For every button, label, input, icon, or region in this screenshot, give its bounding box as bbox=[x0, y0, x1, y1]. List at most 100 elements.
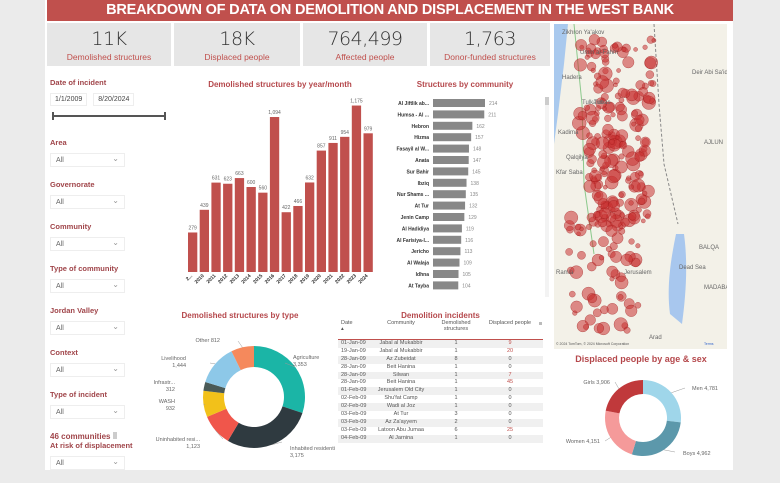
map-bubble[interactable] bbox=[618, 294, 623, 299]
map-bubble[interactable] bbox=[606, 246, 612, 252]
bar[interactable] bbox=[235, 178, 244, 272]
map-bubble[interactable] bbox=[575, 224, 581, 230]
map-bubble[interactable] bbox=[635, 152, 645, 162]
bar[interactable] bbox=[433, 247, 460, 255]
date-range-slider[interactable] bbox=[50, 112, 168, 120]
kpi-displaced-people[interactable]: 18K Displaced people bbox=[174, 23, 300, 66]
filter-dropdown[interactable]: All⌄ bbox=[50, 363, 125, 377]
map-bubble[interactable] bbox=[622, 47, 627, 52]
bar[interactable] bbox=[433, 236, 461, 244]
donut-slice[interactable] bbox=[643, 380, 681, 422]
map-bubble[interactable] bbox=[594, 323, 604, 333]
map-bubble[interactable] bbox=[621, 218, 630, 227]
map-bubble[interactable] bbox=[629, 201, 634, 206]
kpi-affected-people[interactable]: 764,499 Affected people bbox=[303, 23, 427, 66]
map-bubble[interactable] bbox=[623, 57, 634, 68]
map-bubble[interactable] bbox=[621, 254, 633, 266]
map-bubble[interactable] bbox=[635, 136, 640, 141]
bar[interactable] bbox=[433, 145, 469, 153]
bar[interactable] bbox=[433, 179, 467, 187]
donut-slice[interactable] bbox=[632, 421, 681, 456]
map-bubble[interactable] bbox=[646, 71, 654, 79]
bar[interactable] bbox=[352, 106, 361, 272]
bar[interactable] bbox=[340, 137, 349, 272]
map-bubble[interactable] bbox=[619, 228, 625, 234]
map-bubble[interactable] bbox=[571, 301, 583, 313]
scrollbar-thumb[interactable] bbox=[545, 97, 549, 105]
map-bubble[interactable] bbox=[613, 78, 619, 84]
kpi-donor-funded[interactable]: 1,763 Donor-funded structures bbox=[430, 23, 550, 66]
map-bubble[interactable] bbox=[629, 213, 636, 220]
map-bubble[interactable] bbox=[641, 219, 645, 223]
col-demolished[interactable]: Demolished structures bbox=[432, 320, 480, 337]
community-scrollbar[interactable] bbox=[545, 97, 549, 297]
map-bubble[interactable] bbox=[603, 185, 607, 189]
map-bubble[interactable] bbox=[617, 111, 627, 121]
map-bubble[interactable] bbox=[591, 68, 596, 73]
map-bubble[interactable] bbox=[629, 185, 634, 190]
map-bubble[interactable] bbox=[642, 191, 647, 196]
map-bubble[interactable] bbox=[618, 88, 627, 97]
map-bubble[interactable] bbox=[564, 211, 577, 224]
bar[interactable] bbox=[433, 99, 485, 107]
bar[interactable] bbox=[317, 151, 326, 272]
map-bubble[interactable] bbox=[594, 191, 607, 204]
map-bubble[interactable] bbox=[643, 92, 655, 104]
bar[interactable] bbox=[188, 232, 197, 272]
bar[interactable] bbox=[433, 110, 484, 118]
map-bubble[interactable] bbox=[577, 320, 589, 332]
map-bubble[interactable] bbox=[594, 73, 601, 80]
col-community[interactable]: Community bbox=[370, 320, 432, 337]
map-bubble[interactable] bbox=[577, 251, 585, 259]
risk-dropdown[interactable]: All⌄ bbox=[50, 456, 125, 470]
donut-slice[interactable] bbox=[606, 380, 643, 413]
map-bubble[interactable] bbox=[586, 111, 599, 124]
map-bubble[interactable] bbox=[569, 291, 575, 297]
map-bubble[interactable] bbox=[586, 224, 592, 230]
map-bubble[interactable] bbox=[578, 111, 587, 120]
map-bubble[interactable] bbox=[606, 225, 618, 237]
slider-handle-end[interactable] bbox=[164, 112, 166, 120]
bar[interactable] bbox=[433, 281, 458, 289]
bar[interactable] bbox=[223, 184, 232, 272]
map-bubble[interactable] bbox=[584, 180, 596, 192]
bar[interactable] bbox=[211, 183, 220, 272]
map-bubble[interactable] bbox=[625, 178, 631, 184]
map-bubble[interactable] bbox=[599, 208, 610, 219]
map-bubble[interactable] bbox=[616, 68, 620, 72]
filter-dropdown[interactable]: All⌄ bbox=[50, 195, 125, 209]
bar[interactable] bbox=[433, 156, 469, 164]
filter-dropdown[interactable]: All⌄ bbox=[50, 237, 125, 251]
map-bubble[interactable] bbox=[645, 214, 650, 219]
map-bubble[interactable] bbox=[625, 305, 637, 317]
map-bubble[interactable] bbox=[599, 255, 604, 260]
map-bubble[interactable] bbox=[629, 239, 635, 245]
map-terms-link[interactable]: Terms bbox=[704, 342, 714, 346]
map-bubble[interactable] bbox=[652, 38, 656, 42]
col-displaced[interactable]: Displaced people bbox=[480, 320, 540, 337]
map-bubble[interactable] bbox=[607, 266, 618, 277]
map-bubble[interactable] bbox=[593, 309, 601, 317]
map-bubble[interactable] bbox=[598, 218, 607, 227]
map-bubble[interactable] bbox=[640, 137, 650, 147]
map-bubble[interactable] bbox=[634, 47, 638, 51]
map-bubble[interactable] bbox=[619, 192, 624, 197]
map-bubble[interactable] bbox=[599, 150, 607, 158]
map-bubble[interactable] bbox=[598, 236, 608, 246]
bar[interactable] bbox=[258, 193, 267, 272]
bar[interactable] bbox=[293, 206, 302, 272]
